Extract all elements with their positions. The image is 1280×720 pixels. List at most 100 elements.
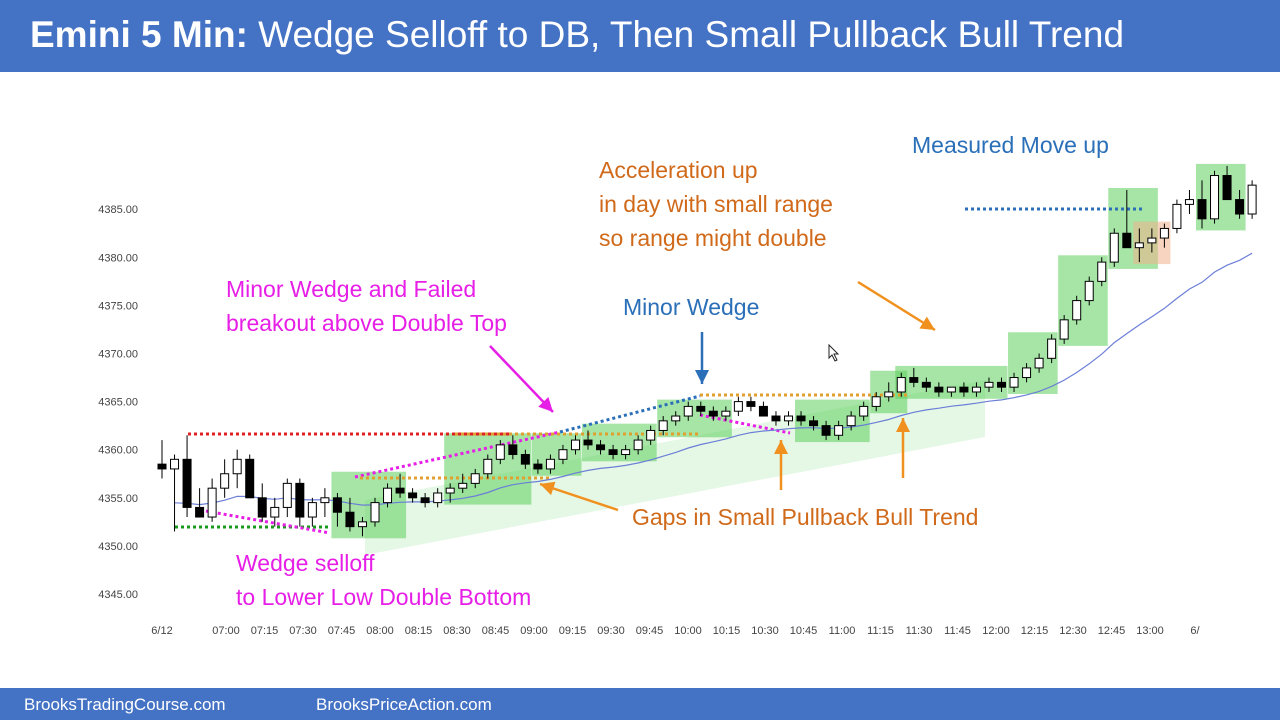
candle-body	[1122, 232, 1132, 249]
candle-body	[270, 506, 280, 518]
acceleration-line1: Acceleration up	[599, 157, 758, 183]
y-tick-label: 4365.00	[98, 397, 138, 409]
candle-body	[357, 521, 367, 528]
gaps-arrow-2-head	[774, 440, 788, 454]
x-tick-label: 11:00	[829, 625, 856, 637]
candle-body	[1197, 199, 1207, 220]
x-tick-label: 08:00	[366, 625, 394, 637]
x-tick-label: 12:15	[1021, 625, 1049, 637]
candle-body	[796, 415, 806, 422]
moving-average-line	[174, 252, 1253, 506]
bull-highlight-box	[795, 399, 870, 443]
x-tick-label: 08:45	[482, 625, 510, 637]
x-tick-label: 09:15	[559, 625, 587, 637]
magenta-arrow-head	[538, 397, 553, 412]
candle-body	[1084, 280, 1094, 302]
candle-body	[245, 458, 255, 499]
y-tick-label: 4350.00	[98, 541, 138, 553]
candle-body	[232, 458, 242, 475]
candle-body	[771, 415, 781, 422]
candle-body	[520, 454, 530, 465]
x-tick-label: 12:00	[982, 625, 1010, 637]
candle-body	[583, 439, 593, 446]
measured-move-label: Measured Move up	[912, 128, 1109, 162]
y-tick-label: 4375.00	[98, 300, 138, 312]
candle-body	[1172, 203, 1182, 229]
acceleration-arrow-shaft	[857, 280, 936, 332]
candle-body	[295, 482, 305, 518]
candle-body	[495, 444, 505, 460]
price-chart: 4345.00 4350.00 4355.00 4360.00 4365.00 4370.…	[98, 163, 1257, 637]
candle-body	[445, 487, 455, 494]
annotation-lines	[175, 207, 1145, 535]
candle-body	[934, 386, 944, 393]
candle-body	[307, 502, 317, 518]
candle-body	[1184, 199, 1194, 205]
candle-body	[871, 396, 881, 407]
candle-body	[1247, 184, 1257, 215]
y-tick-label: 4345.00	[98, 589, 138, 601]
candle-body	[1097, 261, 1107, 282]
y-tick-label: 4380.00	[98, 252, 138, 264]
wedge-selloff-line2: to Lower Low Double Bottom	[236, 584, 532, 610]
title-prefix: Emini 5 Min:	[30, 14, 248, 55]
x-tick-label: 07:30	[289, 625, 317, 637]
candle-body	[671, 415, 681, 422]
candle-body	[470, 473, 480, 484]
footer-bar: BrooksTradingCourse.com BrooksPriceActio…	[0, 688, 1280, 720]
candle-body	[220, 473, 230, 489]
candle-body	[1059, 319, 1069, 340]
candle-body	[508, 444, 518, 456]
wedge-selloff-line1: Wedge selloff	[236, 550, 375, 576]
candle-body	[746, 401, 756, 407]
x-tick-label: 13:00	[1136, 625, 1164, 637]
candle-body	[733, 401, 743, 412]
x-axis: 6/12 07:00 07:15 07:30 07:45 08:00 08:15 08:30 0…	[151, 625, 1200, 637]
candle-body	[959, 386, 969, 393]
acceleration-line2: in day with small range	[599, 191, 833, 217]
x-tick-label: 11:30	[906, 625, 933, 637]
x-tick-label: 12:45	[1098, 625, 1126, 637]
blue-arrow-head	[695, 370, 709, 384]
x-tick-label: 12:30	[1059, 625, 1087, 637]
y-axis: 4345.00 4350.00 4355.00 4360.00 4365.00 4370.…	[98, 204, 138, 601]
candle-body	[971, 386, 981, 393]
candle-body	[596, 444, 606, 451]
candle-body	[1222, 175, 1232, 201]
bull-highlight-box	[582, 423, 657, 462]
wedge-selloff-line	[199, 508, 331, 535]
title-bar: Emini 5 Min: Wedge Selloff to DB, Then S…	[0, 0, 1280, 72]
candle-body	[708, 410, 718, 417]
candle-body	[1134, 242, 1144, 249]
x-tick-label: 07:15	[251, 625, 279, 637]
candle-body	[758, 405, 768, 417]
candle-body	[458, 482, 468, 489]
candle-body	[433, 492, 443, 504]
y-tick-label: 4360.00	[98, 445, 138, 457]
candle-body	[946, 386, 956, 393]
candle-body	[545, 458, 555, 470]
candle-body	[658, 420, 668, 431]
wedge-selloff-label: Wedge selloff to Lower Low Double Bottom	[236, 546, 531, 614]
trend-channel-shading	[365, 380, 985, 555]
candle-body	[696, 405, 706, 412]
candle-body	[859, 405, 869, 417]
candle-body	[784, 415, 793, 422]
candle-body	[909, 377, 919, 383]
candle-body	[608, 449, 618, 456]
candle-body	[257, 497, 267, 518]
candle-body	[997, 381, 1007, 388]
candle-body	[1235, 199, 1245, 215]
candle-body	[1159, 227, 1169, 239]
x-tick-label: 10:45	[790, 625, 818, 637]
acceleration-arrow-head	[919, 316, 935, 330]
acceleration-label: Acceleration up in day with small range …	[599, 153, 833, 255]
footer-left-link[interactable]: BrooksTradingCourse.com	[24, 695, 226, 714]
gaps-arrow-1-head	[540, 481, 556, 496]
x-tick-label: 09:00	[520, 625, 548, 637]
candle-body	[157, 463, 167, 470]
footer-right-link[interactable]: BrooksPriceAction.com	[316, 695, 492, 714]
minor-wedge-top-line	[559, 394, 701, 434]
x-tick-label: 6/12	[151, 625, 172, 637]
candle-body	[809, 420, 819, 427]
